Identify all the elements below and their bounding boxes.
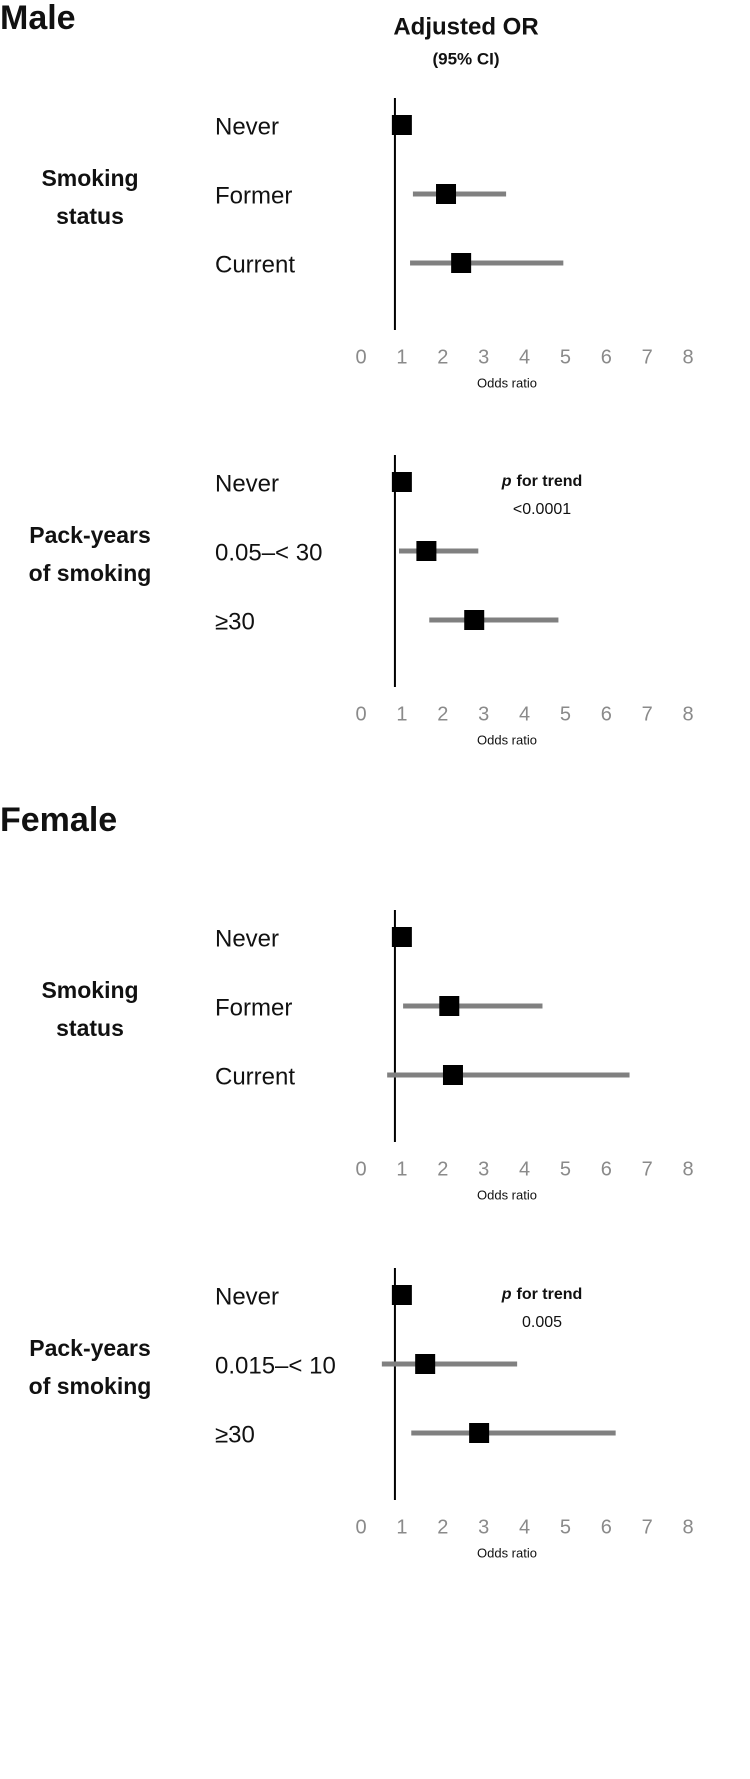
group-label: status (56, 1015, 124, 1041)
x-tick-label: 0 (355, 1516, 366, 1538)
x-tick-label: 5 (560, 1516, 571, 1538)
estimate-marker (415, 1354, 436, 1374)
x-axis-label: Odds ratio (477, 1545, 537, 1560)
category-label: Former (215, 994, 292, 1021)
annotation-title: p for trend (501, 473, 583, 490)
section-title: Male (0, 0, 76, 37)
group-label: Pack-years (29, 1335, 151, 1361)
x-tick-label: 0 (355, 346, 366, 368)
category-label: Never (215, 113, 279, 140)
x-tick-label: 2 (437, 1516, 448, 1538)
category-label: Former (215, 182, 292, 209)
category-label: Never (215, 925, 279, 952)
x-tick-label: 2 (437, 703, 448, 725)
x-tick-label: 8 (682, 1516, 693, 1538)
x-tick-label: 2 (437, 1158, 448, 1180)
annotation-value: 0.005 (522, 1314, 562, 1331)
annotation-italic: p (501, 473, 512, 490)
x-tick-label: 3 (478, 346, 489, 368)
x-tick-label: 3 (478, 703, 489, 725)
annotation-bold: for trend (517, 473, 583, 490)
x-tick-label: 4 (519, 703, 530, 725)
group-label: of smoking (29, 560, 152, 586)
x-tick-label: 6 (601, 1158, 612, 1180)
annotation-value: <0.0001 (513, 501, 571, 518)
group-label: Pack-years (29, 522, 151, 548)
x-tick-label: 7 (642, 1516, 653, 1538)
x-tick-label: 7 (642, 703, 653, 725)
x-tick-label: 8 (682, 346, 693, 368)
x-tick-label: 3 (478, 1158, 489, 1180)
category-label: Never (215, 470, 279, 497)
category-label: 0.05–< 30 (215, 539, 322, 566)
x-tick-label: 8 (682, 703, 693, 725)
category-label: ≥30 (215, 608, 255, 635)
estimate-marker (391, 115, 412, 135)
x-axis-label: Odds ratio (477, 375, 537, 390)
estimate-marker (416, 541, 437, 561)
estimate-marker (451, 253, 472, 273)
category-label: Current (215, 1063, 295, 1090)
group-label: Smoking (41, 977, 138, 1003)
estimate-marker (391, 927, 412, 947)
x-tick-label: 1 (396, 346, 407, 368)
x-tick-label: 6 (601, 346, 612, 368)
x-tick-label: 7 (642, 1158, 653, 1180)
x-axis-label: Odds ratio (477, 732, 537, 747)
x-tick-label: 8 (682, 1158, 693, 1180)
estimate-marker (439, 996, 460, 1016)
x-tick-label: 4 (519, 1158, 530, 1180)
estimate-marker (436, 184, 457, 204)
x-tick-label: 0 (355, 1158, 366, 1180)
x-tick-label: 1 (396, 703, 407, 725)
estimate-marker (391, 472, 412, 492)
x-tick-label: 0 (355, 703, 366, 725)
x-axis-label: Odds ratio (477, 1187, 537, 1202)
x-tick-label: 6 (601, 703, 612, 725)
category-label: ≥30 (215, 1421, 255, 1448)
annotation-bold: for trend (517, 1286, 583, 1303)
estimate-marker (442, 1065, 463, 1085)
x-tick-label: 5 (560, 1158, 571, 1180)
group-label: status (56, 203, 124, 229)
estimate-marker (464, 610, 485, 630)
x-tick-label: 2 (437, 346, 448, 368)
estimate-marker (469, 1423, 490, 1443)
x-tick-label: 5 (560, 703, 571, 725)
x-tick-label: 6 (601, 1516, 612, 1538)
category-label: Current (215, 251, 295, 278)
section-title: Female (0, 801, 117, 839)
x-tick-label: 7 (642, 346, 653, 368)
x-tick-label: 1 (396, 1158, 407, 1180)
category-label: 0.015–< 10 (215, 1352, 336, 1379)
x-tick-label: 5 (560, 346, 571, 368)
category-label: Never (215, 1283, 279, 1310)
column-header: Adjusted OR (393, 13, 538, 40)
x-tick-label: 3 (478, 1516, 489, 1538)
annotation-italic: p (501, 1286, 512, 1303)
column-subheader: (95% CI) (432, 49, 499, 68)
estimate-marker (391, 1285, 412, 1305)
x-tick-label: 4 (519, 1516, 530, 1538)
group-label: Smoking (41, 165, 138, 191)
group-label: of smoking (29, 1373, 152, 1399)
x-tick-label: 1 (396, 1516, 407, 1538)
x-tick-label: 4 (519, 346, 530, 368)
annotation-title: p for trend (501, 1286, 583, 1303)
